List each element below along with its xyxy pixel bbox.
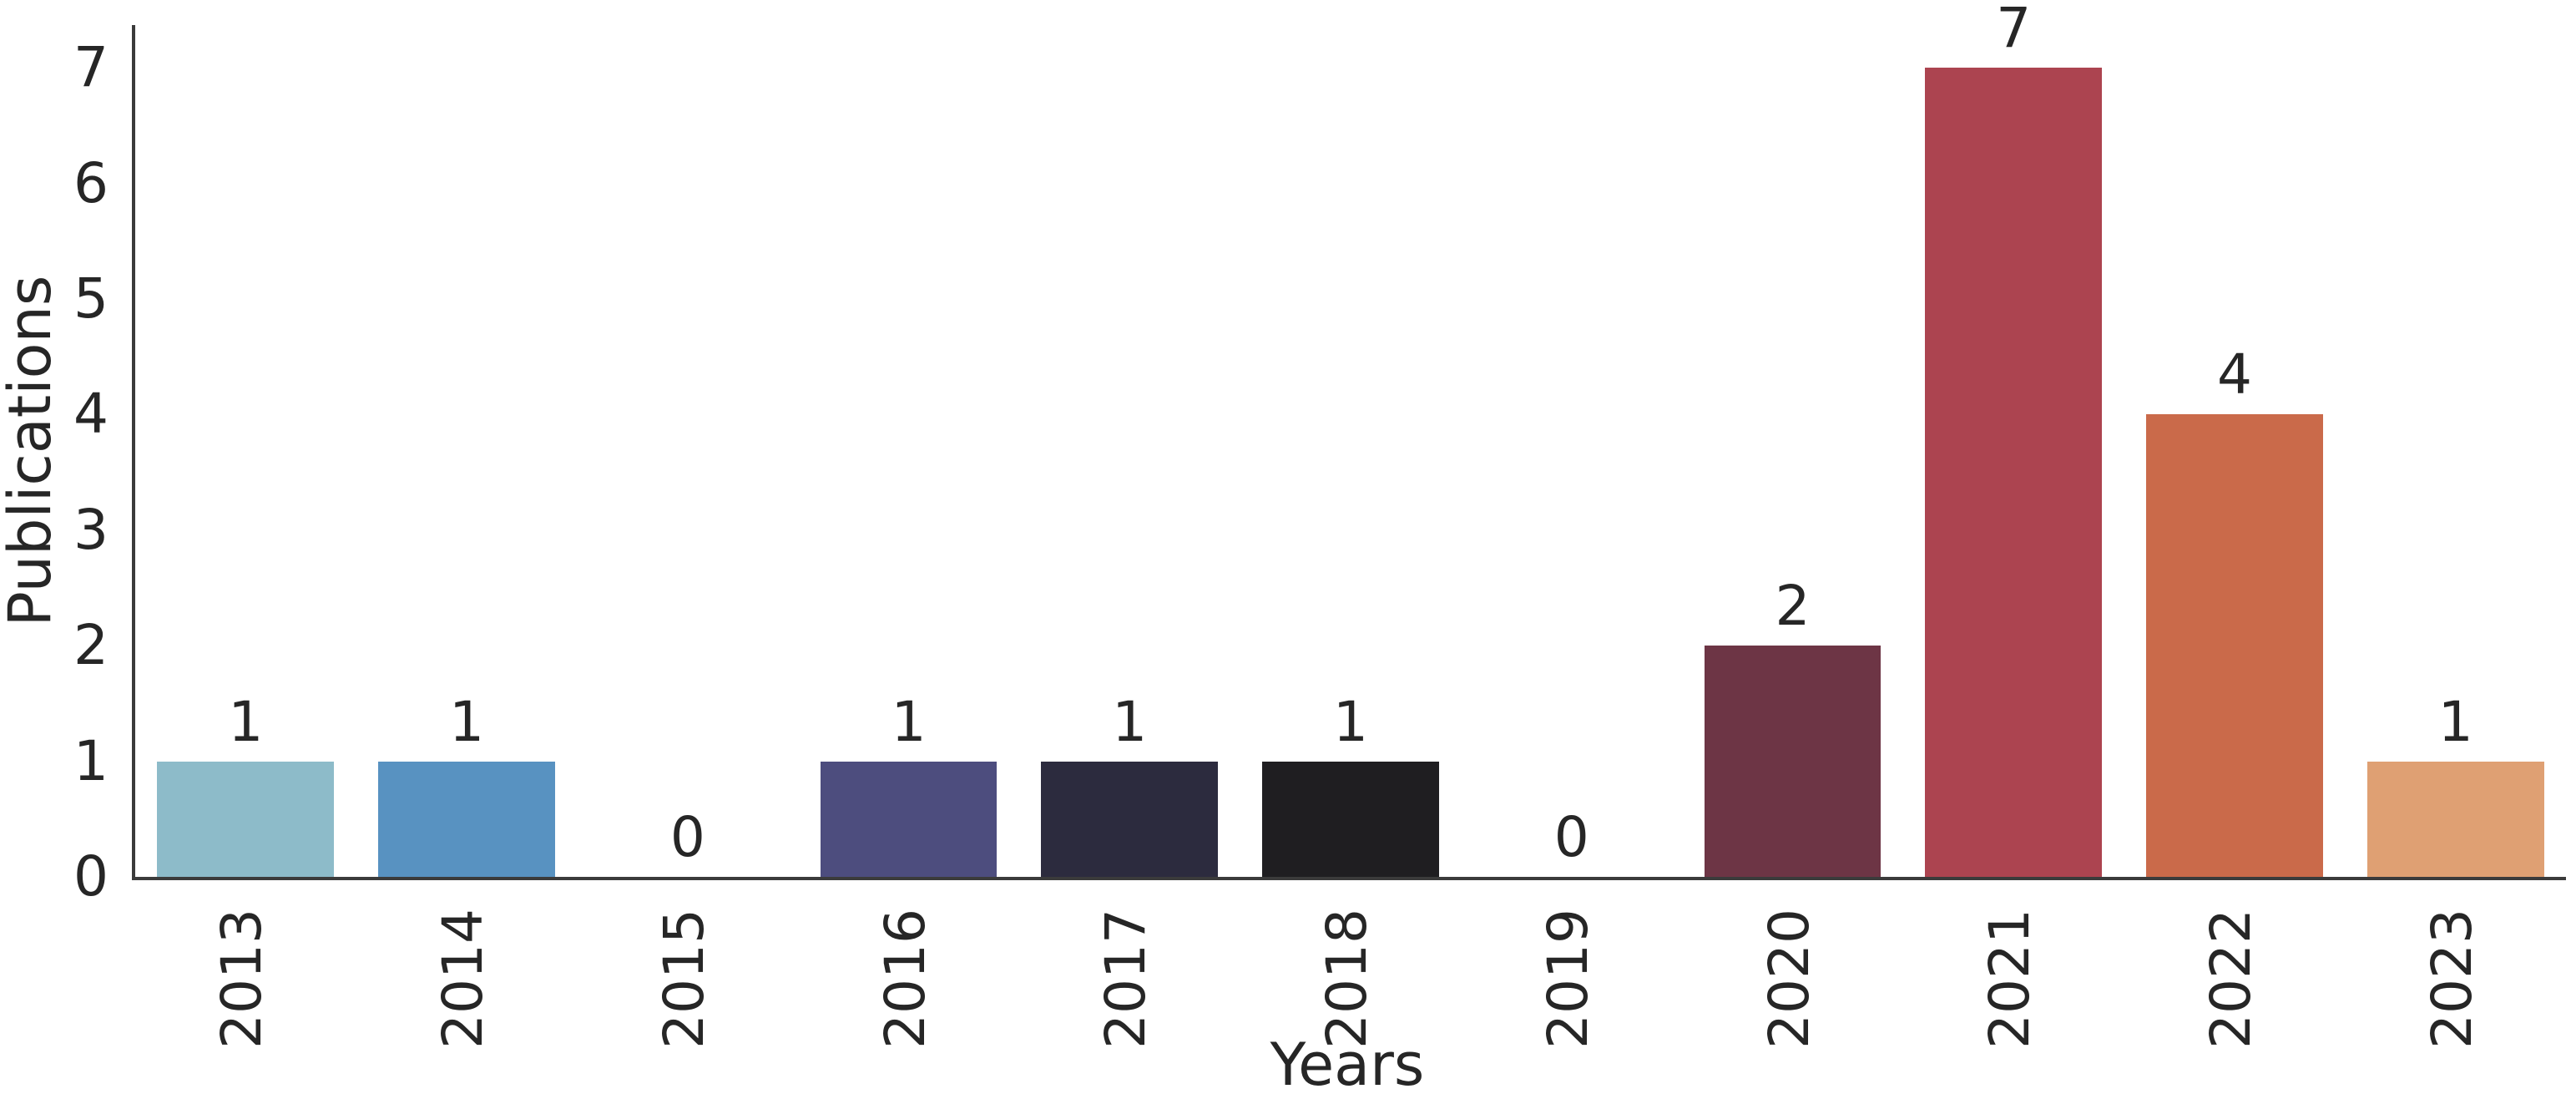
y-tick-label: 2 (73, 613, 109, 678)
bar-value-label: 1 (449, 689, 485, 754)
bars-row: 1 1 0 1 1 1 0 2 7 4 1 (135, 1, 2566, 877)
x-tick-cell: 2017 (1016, 883, 1237, 1075)
y-tick-label: 4 (73, 382, 109, 447)
bar-2016 (820, 761, 998, 877)
y-tick-label: 1 (73, 728, 109, 793)
bar-2020 (1704, 646, 1881, 877)
x-tick-cell: 2013 (132, 883, 353, 1075)
bar-value-label: 0 (1553, 805, 1589, 869)
x-tick-label: 2022 (2198, 909, 2263, 1049)
x-tick-label: 2015 (651, 909, 716, 1049)
bar-slot: 1 (798, 25, 1019, 877)
bar-2013 (157, 761, 335, 877)
x-tick-cell: 2014 (353, 883, 574, 1075)
bar-slot: 1 (1240, 25, 1462, 877)
bar-slot: 2 (1682, 25, 1903, 877)
x-tick-label: 2020 (1756, 909, 1821, 1049)
bar-slot: 0 (1461, 25, 1682, 877)
bar-slot: 4 (2124, 25, 2346, 877)
bar-value-label: 2 (1775, 574, 1811, 639)
bar-value-label: 1 (1333, 689, 1369, 754)
x-tick-label: 2023 (2419, 909, 2484, 1049)
y-tick-label: 7 (73, 35, 109, 100)
bar-2022 (2146, 414, 2323, 877)
y-tick-label: 3 (73, 497, 109, 562)
bar-slot: 1 (1019, 25, 1240, 877)
x-tick-cell: 2016 (795, 883, 1016, 1075)
bar-slot: 1 (356, 25, 578, 877)
bar-value-label: 1 (228, 689, 264, 754)
x-tick-label: 2018 (1315, 909, 1380, 1049)
y-tick-label: 5 (73, 266, 109, 331)
x-tick-label: 2019 (1535, 909, 1600, 1049)
plot-area: 1 1 0 1 1 1 0 2 7 4 1 (132, 1, 2566, 880)
bar-slot: 0 (577, 25, 798, 877)
bar-slot: 1 (135, 25, 356, 877)
bar-value-label: 4 (2216, 342, 2252, 408)
bar-value-label: 1 (2437, 689, 2473, 754)
bar-value-label: 1 (891, 689, 927, 754)
y-axis-tick-labels: 0 1 2 3 4 5 6 7 (0, 0, 109, 1096)
bar-2018 (1262, 761, 1439, 877)
bar-2021 (1925, 68, 2103, 877)
bar-value-label: 1 (1112, 689, 1148, 754)
y-tick-label: 0 (73, 844, 109, 909)
x-tick-cell: 2019 (1457, 883, 1679, 1075)
x-axis-label: Years (1270, 1031, 1425, 1099)
x-tick-cell: 2015 (573, 883, 795, 1075)
x-tick-label: 2013 (210, 909, 275, 1049)
bar-2014 (378, 761, 555, 877)
bar-slot: 7 (1903, 1, 2124, 877)
bar-slot: 1 (2345, 25, 2566, 877)
bar-value-label: 7 (1996, 0, 2032, 61)
x-tick-cell: 2021 (1900, 883, 2121, 1075)
y-tick-label: 6 (73, 150, 109, 215)
x-tick-label: 2014 (431, 909, 496, 1049)
x-tick-label: 2021 (1977, 909, 2043, 1049)
bar-value-label: 0 (669, 805, 705, 869)
bar-2023 (2366, 761, 2544, 877)
x-tick-cell: 2023 (2341, 883, 2563, 1075)
bar-2017 (1041, 761, 1219, 877)
x-tick-cell: 2022 (2121, 883, 2342, 1075)
x-tick-cell: 2020 (1679, 883, 1900, 1075)
x-tick-label: 2017 (1094, 909, 1159, 1049)
x-tick-label: 2016 (872, 909, 937, 1049)
